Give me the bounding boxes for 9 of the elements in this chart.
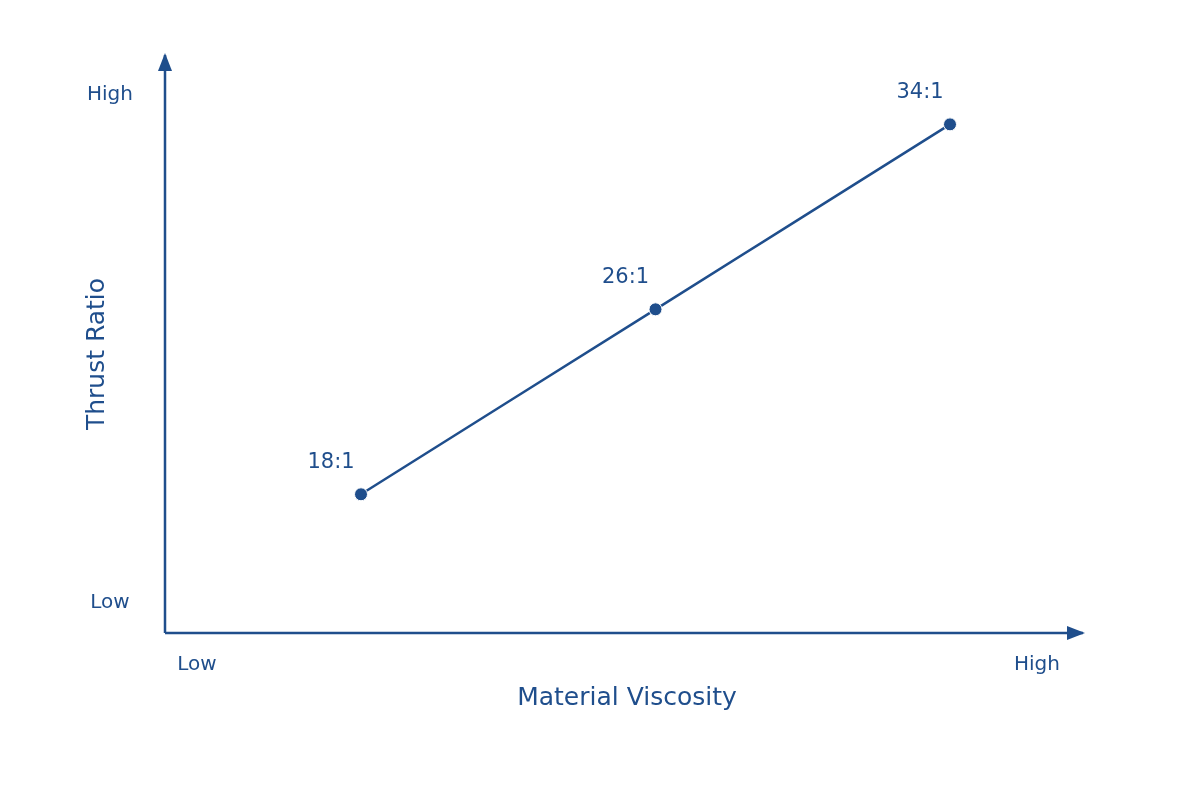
text: High	[87, 81, 133, 105]
data-label: 34:1	[896, 79, 944, 104]
text: Low	[177, 651, 217, 675]
data-label: 26:1	[601, 264, 650, 289]
y-axis-title: Thrust Ratio	[81, 277, 110, 432]
text: High	[1014, 651, 1060, 675]
text: Low	[90, 589, 130, 613]
data-label: 18:1	[307, 449, 355, 474]
x-axis-title: Material Viscosity	[517, 682, 738, 711]
